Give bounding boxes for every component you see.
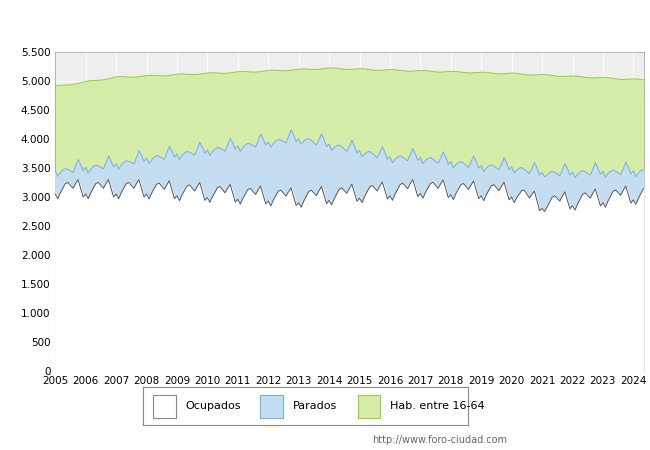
Bar <box>153 395 176 418</box>
Text: Parados: Parados <box>292 401 337 411</box>
Text: Ocupados: Ocupados <box>185 401 240 411</box>
Bar <box>358 395 380 418</box>
Text: http://www.foro-ciudad.com: http://www.foro-ciudad.com <box>372 435 507 445</box>
Text: Castro del Río - Evolucion de la poblacion en edad de Trabajar Mayo de 2024: Castro del Río - Evolucion de la poblaci… <box>68 17 582 30</box>
Bar <box>260 395 283 418</box>
Text: foro-ciudad.com: foro-ciudad.com <box>259 217 440 238</box>
Text: Hab. entre 16-64: Hab. entre 16-64 <box>390 401 485 411</box>
